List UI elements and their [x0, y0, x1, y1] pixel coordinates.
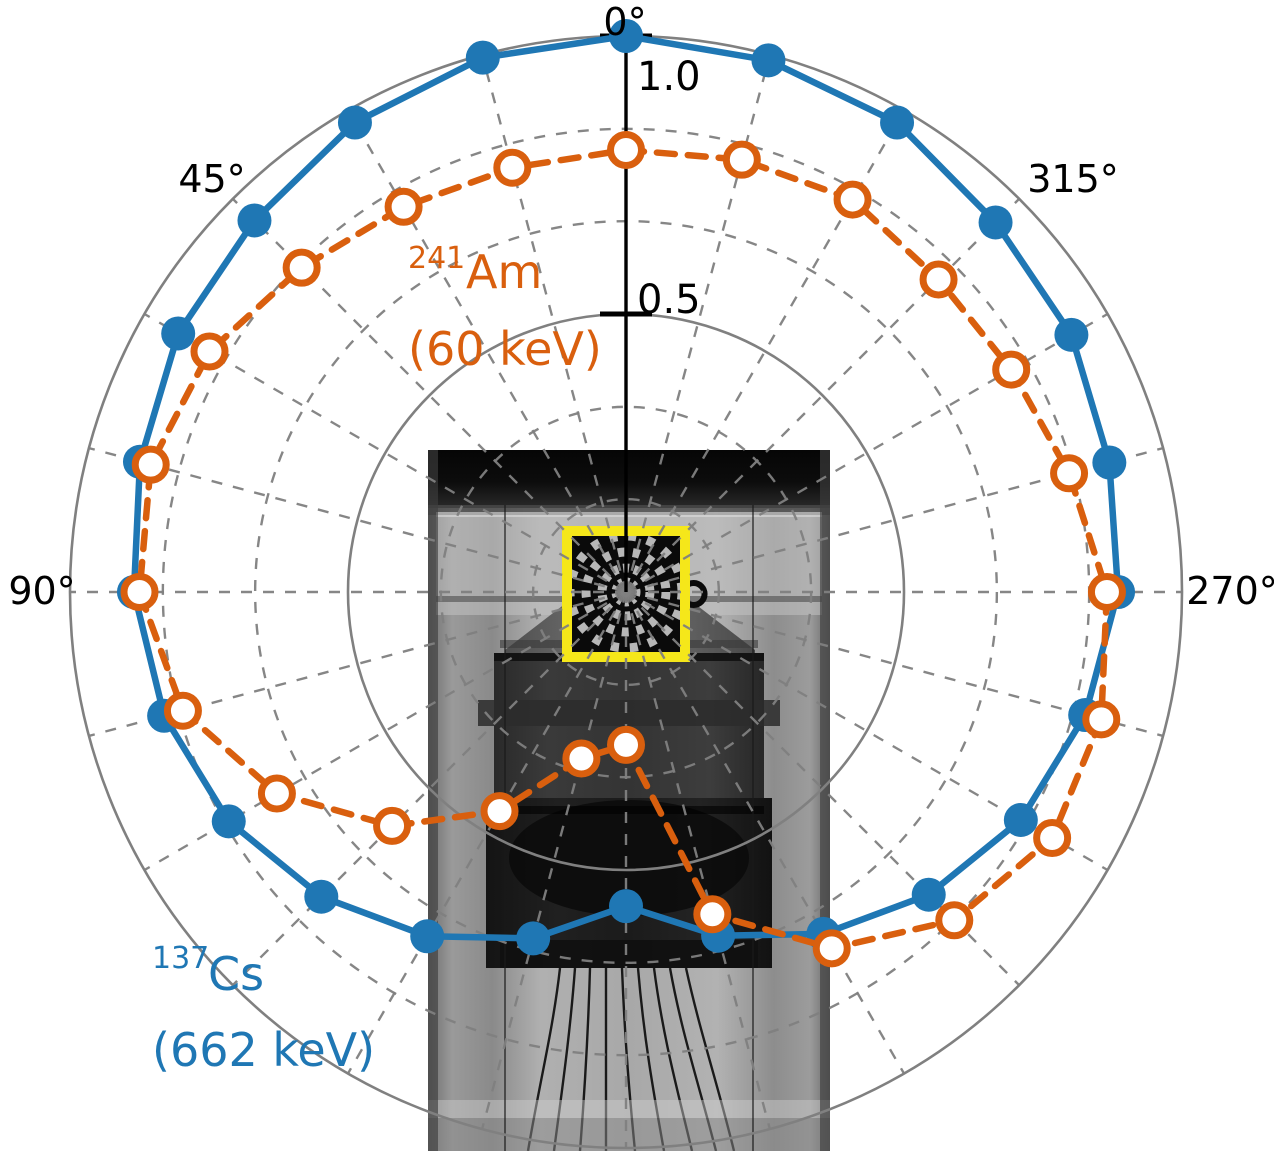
data-point-am-225[interactable]: [373, 806, 412, 845]
data-point-am-15[interactable]: [722, 140, 761, 179]
data-point-am-180[interactable]: [607, 725, 645, 764]
data-point-am-270[interactable]: [120, 573, 159, 611]
data-point-am-90[interactable]: [1087, 573, 1126, 611]
data-point-am-75[interactable]: [1050, 454, 1089, 493]
angular-gridline-165: [624, 591, 772, 1130]
data-point-am-240[interactable]: [257, 774, 296, 813]
data-point-cs-225[interactable]: [304, 879, 339, 914]
data-point-am-330[interactable]: [384, 187, 423, 226]
data-point-am-45[interactable]: [919, 260, 958, 299]
data-point-cs-120[interactable]: [1003, 802, 1038, 837]
data-point-cs-330[interactable]: [337, 105, 372, 140]
am-series-annotation: 241 Am (60 keV): [408, 241, 602, 376]
data-point-cs-195[interactable]: [516, 921, 551, 956]
data-point-cs-300[interactable]: [161, 316, 196, 351]
data-point-am-135[interactable]: [935, 901, 974, 940]
cs-series-annotation: 137 Cs (662 keV): [152, 941, 375, 1077]
angular-gridline-45: [625, 198, 1020, 593]
data-point-cs-60[interactable]: [1054, 317, 1089, 352]
data-point-am-315[interactable]: [282, 248, 321, 287]
data-point-am-105[interactable]: [1082, 700, 1121, 739]
data-point-cs-315[interactable]: [237, 203, 272, 238]
data-point-am-300[interactable]: [190, 332, 229, 371]
xray-image: [428, 450, 830, 1151]
data-point-cs-15[interactable]: [751, 43, 786, 78]
data-point-am-150[interactable]: [812, 929, 851, 968]
angle-tick-0: 0°: [603, 0, 646, 44]
data-point-am-0[interactable]: [607, 130, 645, 169]
data-point-cs-180[interactable]: [609, 889, 643, 924]
data-point-am-30[interactable]: [833, 180, 872, 219]
angular-gridline-345: [480, 54, 628, 593]
angle-tick-45: 45°: [178, 157, 245, 201]
cs-mass-number: 137: [152, 941, 209, 976]
cs-isotope-name: Cs: [208, 947, 264, 1001]
data-point-am-255[interactable]: [163, 691, 202, 730]
angular-gridline-225: [232, 591, 627, 986]
data-point-am-120[interactable]: [1033, 819, 1072, 858]
am-mass-number: 241: [408, 241, 465, 276]
data-point-am-345[interactable]: [493, 148, 532, 187]
am-isotope-name: Am: [466, 245, 542, 299]
data-point-cs-210[interactable]: [410, 919, 445, 954]
radial-tick-1: 1.0: [637, 54, 701, 100]
data-point-am-165[interactable]: [693, 895, 732, 934]
angular-gridline-285: [88, 446, 627, 594]
data-point-cs-135[interactable]: [911, 877, 946, 912]
data-point-cs-45[interactable]: [978, 205, 1013, 240]
am-energy-label: (60 keV): [408, 322, 602, 376]
data-point-cs-345[interactable]: [465, 40, 500, 75]
angular-gridline-210: [346, 591, 628, 1075]
angular-gridline-150: [624, 591, 906, 1075]
data-point-am-195[interactable]: [562, 739, 601, 778]
radial-tick-0point5: 0.5: [637, 277, 701, 323]
data-point-cs-0[interactable]: [609, 19, 643, 53]
angle-tick-270: 270°: [1186, 569, 1274, 613]
angle-tick-315: 315°: [1027, 157, 1119, 201]
cs-energy-label: (662 keV): [152, 1023, 375, 1077]
data-point-am-285[interactable]: [131, 445, 170, 484]
data-point-cs-30[interactable]: [880, 105, 915, 140]
angular-gridline-195: [480, 591, 628, 1130]
data-point-cs-75[interactable]: [1092, 445, 1127, 480]
angle-tick-90: 90°: [8, 569, 75, 613]
data-point-am-60[interactable]: [992, 350, 1031, 389]
data-point-am-210[interactable]: [480, 792, 519, 831]
data-point-cs-240[interactable]: [211, 804, 246, 839]
